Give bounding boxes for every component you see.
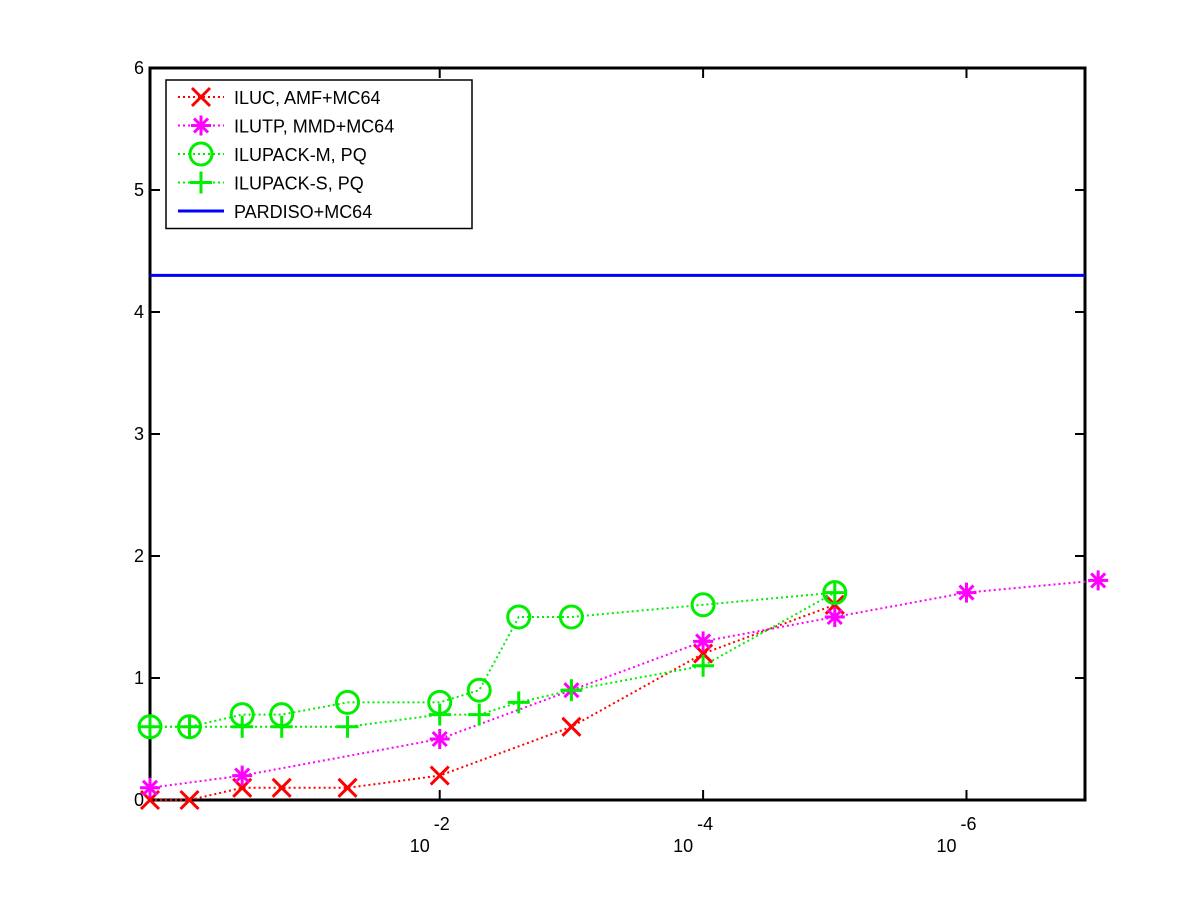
x-tick-base: 10 bbox=[410, 836, 430, 856]
data-point bbox=[823, 581, 846, 604]
data-point bbox=[558, 604, 584, 630]
y-tick-label: 5 bbox=[134, 180, 144, 200]
legend-label: ILUTP, MMD+MC64 bbox=[234, 117, 394, 137]
y-tick-label: 6 bbox=[134, 58, 144, 78]
y-tick-label: 0 bbox=[134, 790, 144, 810]
y-tick-label: 2 bbox=[134, 546, 144, 566]
data-point bbox=[468, 703, 491, 726]
data-point bbox=[336, 715, 359, 738]
x-tick-exponent: -2 bbox=[434, 814, 450, 834]
data-point bbox=[179, 789, 200, 811]
data-point bbox=[692, 654, 715, 677]
y-tick-label: 1 bbox=[134, 668, 144, 688]
legend-marker bbox=[190, 171, 212, 194]
data-point bbox=[1088, 570, 1109, 591]
legend: ILUC, AMF+MC64 ILUTP, MMD+MC64 ILUPACK-M, … bbox=[165, 79, 473, 230]
data-point bbox=[335, 689, 361, 715]
x-tick-base: 10 bbox=[936, 836, 956, 856]
data-point bbox=[337, 777, 358, 798]
legend-marker bbox=[190, 86, 212, 108]
data-point bbox=[429, 729, 450, 749]
legend-item: ILUPACK-M, PQ bbox=[178, 141, 367, 167]
data-point bbox=[560, 679, 583, 702]
data-point bbox=[178, 715, 201, 738]
data-point bbox=[231, 715, 254, 738]
legend-item: PARDISO+MC64 bbox=[178, 202, 372, 222]
data-point bbox=[428, 703, 451, 726]
y-tick-label: 3 bbox=[134, 424, 144, 444]
series-2 bbox=[137, 580, 848, 740]
series-line bbox=[150, 591, 835, 728]
data-point bbox=[824, 607, 845, 627]
data-point bbox=[466, 677, 492, 703]
x-tick-exponent: -6 bbox=[960, 814, 976, 834]
legend-label: ILUPACK-M, PQ bbox=[234, 145, 367, 165]
legend-box bbox=[165, 79, 473, 230]
series-line bbox=[150, 603, 836, 801]
series-1 bbox=[140, 570, 1109, 798]
series-3 bbox=[139, 581, 846, 738]
legend-marker bbox=[188, 141, 214, 167]
series-line bbox=[149, 579, 1099, 789]
legend-label: ILUPACK-S, PQ bbox=[234, 174, 364, 194]
legend-item: ILUTP, MMD+MC64 bbox=[178, 115, 394, 137]
data-point bbox=[139, 715, 161, 738]
series-line bbox=[150, 591, 836, 728]
data-point bbox=[561, 716, 582, 737]
legend-label: PARDISO+MC64 bbox=[234, 202, 372, 222]
legend-label: ILUC, AMF+MC64 bbox=[234, 88, 381, 108]
data-point bbox=[271, 777, 292, 798]
plot-series bbox=[137, 273, 1109, 811]
data-point bbox=[690, 592, 716, 618]
legend-item: ILUPACK-S, PQ bbox=[178, 171, 364, 194]
legend-item: ILUC, AMF+MC64 bbox=[178, 86, 381, 108]
y-tick-label: 4 bbox=[134, 302, 144, 322]
x-tick-exponent: -4 bbox=[697, 814, 713, 834]
legend-marker bbox=[191, 115, 211, 136]
data-point bbox=[429, 765, 450, 786]
data-point bbox=[232, 765, 253, 786]
data-point bbox=[140, 777, 160, 798]
x-tick-base: 10 bbox=[673, 836, 693, 856]
data-point bbox=[693, 631, 714, 652]
data-point bbox=[270, 715, 293, 738]
data-point bbox=[506, 604, 532, 630]
data-point bbox=[956, 582, 977, 603]
data-point bbox=[507, 691, 530, 714]
